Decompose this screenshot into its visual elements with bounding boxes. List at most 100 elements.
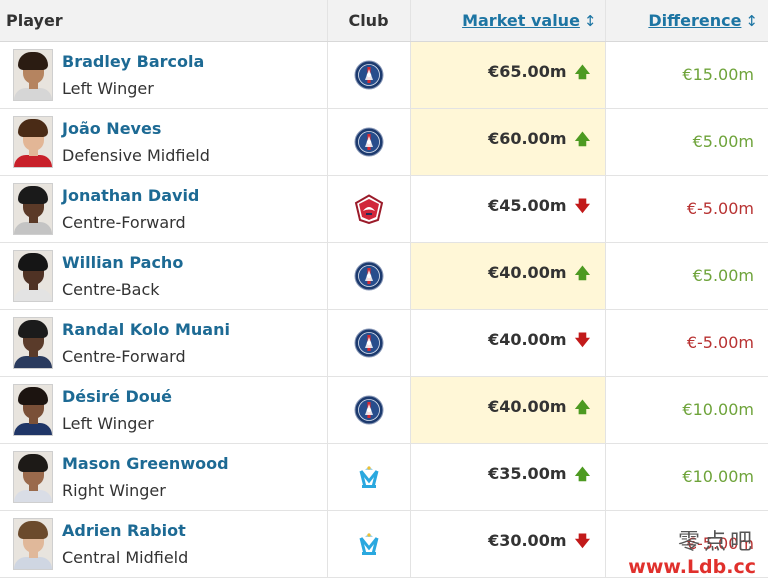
player-cell: João Neves Defensive Midfield [0, 108, 328, 176]
arrow-down-icon: 🡇 [574, 197, 591, 215]
player-photo[interactable] [13, 316, 53, 369]
difference-cell: €-5.00m [605, 175, 768, 243]
player-name-link[interactable]: Randal Kolo Muani [62, 319, 230, 339]
player-cell: Désiré Doué Left Winger [0, 376, 328, 444]
club-cell [327, 41, 411, 109]
difference-cell: €10.00m [605, 376, 768, 444]
table-row: Jonathan David Centre-Forward €45.00m 🡇 €-5.… [0, 175, 768, 243]
player-photo[interactable] [13, 182, 53, 235]
market-value-cell: €40.00m 🡅 [410, 376, 606, 444]
player-cell: Willian Pacho Centre-Back [0, 242, 328, 310]
difference-value: €-5.00m [686, 534, 754, 553]
player-position: Left Winger [62, 78, 154, 98]
club-cell [327, 510, 411, 578]
player-position: Left Winger [62, 413, 154, 433]
arrow-down-icon: 🡇 [574, 532, 591, 550]
club-cell [327, 108, 411, 176]
table-row: Désiré Doué Left Winger €40.00m 🡅 €10.00m [0, 376, 768, 444]
difference-cell: €10.00m [605, 443, 768, 511]
player-name-link[interactable]: Willian Pacho [62, 252, 184, 272]
psg-crest-icon[interactable] [354, 328, 384, 357]
arrow-up-icon: 🡅 [574, 63, 591, 81]
difference-value: €10.00m [682, 400, 754, 419]
table-row: João Neves Defensive Midfield €60.00m 🡅 €5.0… [0, 108, 768, 176]
market-value-column-header[interactable]: Market value ↕ [410, 0, 606, 42]
market-value-cell: €40.00m 🡇 [410, 309, 606, 377]
difference-value: €10.00m [682, 467, 754, 486]
club-cell [327, 376, 411, 444]
lille-crest-icon[interactable] [354, 193, 384, 224]
difference-value: €-5.00m [686, 333, 754, 352]
player-column-header: Player [0, 0, 328, 42]
player-photo[interactable] [13, 249, 53, 302]
player-cell: Bradley Barcola Left Winger [0, 41, 328, 109]
market-value: €40.00m [488, 330, 567, 349]
difference-column-header[interactable]: Difference ↕ [605, 0, 768, 42]
difference-value: €-5.00m [686, 199, 754, 218]
psg-crest-icon[interactable] [354, 395, 384, 424]
marseille-crest-icon[interactable] [354, 532, 384, 555]
player-name-link[interactable]: Jonathan David [62, 185, 200, 205]
player-header-label: Player [6, 10, 63, 30]
table-row: Bradley Barcola Left Winger €65.00m 🡅 €15.00… [0, 41, 768, 109]
arrow-up-icon: 🡅 [574, 130, 591, 148]
arrow-down-icon: 🡇 [574, 331, 591, 349]
player-position: Defensive Midfield [62, 145, 210, 165]
table-row: Mason Greenwood Right Winger €35.00m 🡅 €10.0… [0, 443, 768, 511]
player-name-link[interactable]: Désiré Doué [62, 386, 172, 406]
club-cell [327, 309, 411, 377]
club-cell [327, 175, 411, 243]
club-header-label: Club [348, 10, 389, 30]
player-cell: Mason Greenwood Right Winger [0, 443, 328, 511]
market-value: €35.00m [488, 464, 567, 483]
marseille-crest-icon[interactable] [354, 465, 384, 488]
player-position: Right Winger [62, 480, 166, 500]
player-cell: Jonathan David Centre-Forward [0, 175, 328, 243]
player-photo[interactable] [13, 48, 53, 101]
psg-crest-icon[interactable] [354, 60, 384, 89]
player-photo[interactable] [13, 517, 53, 570]
difference-cell: €-5.00m [605, 510, 768, 578]
player-name-link[interactable]: Adrien Rabiot [62, 520, 186, 540]
market-value: €65.00m [488, 62, 567, 81]
market-value: €30.00m [488, 531, 567, 550]
table-row: Randal Kolo Muani Centre-Forward €40.00m 🡇 €… [0, 309, 768, 377]
club-cell [327, 242, 411, 310]
player-name-link[interactable]: Bradley Barcola [62, 51, 205, 71]
sort-arrows-icon[interactable]: ↕ [583, 11, 597, 30]
market-value: €40.00m [488, 397, 567, 416]
market-value-cell: €40.00m 🡅 [410, 242, 606, 310]
psg-crest-icon[interactable] [354, 261, 384, 290]
player-name-link[interactable]: Mason Greenwood [62, 453, 229, 473]
arrow-up-icon: 🡅 [574, 465, 591, 483]
market-value: €40.00m [488, 263, 567, 282]
market-value: €60.00m [488, 129, 567, 148]
difference-value: €15.00m [682, 65, 754, 84]
player-photo[interactable] [13, 450, 53, 503]
market-value-sort-link[interactable]: Market value [462, 10, 580, 30]
table-header-row: Player Club Market value ↕ Difference ↕ [0, 0, 768, 42]
arrow-up-icon: 🡅 [574, 398, 591, 416]
player-photo[interactable] [13, 115, 53, 168]
difference-cell: €15.00m [605, 41, 768, 109]
club-column-header: Club [327, 0, 411, 42]
player-photo[interactable] [13, 383, 53, 436]
table-row: Willian Pacho Centre-Back €40.00m 🡅 €5.00m [0, 242, 768, 310]
sort-arrows-icon[interactable]: ↕ [745, 11, 758, 30]
player-cell: Adrien Rabiot Central Midfield [0, 510, 328, 578]
market-value: €45.00m [488, 196, 567, 215]
market-value-cell: €35.00m 🡅 [410, 443, 606, 511]
club-cell [327, 443, 411, 511]
psg-crest-icon[interactable] [354, 127, 384, 156]
arrow-up-icon: 🡅 [574, 264, 591, 282]
difference-value: €5.00m [692, 266, 754, 285]
market-value-cell: €60.00m 🡅 [410, 108, 606, 176]
market-value-cell: €65.00m 🡅 [410, 41, 606, 109]
player-position: Centre-Back [62, 279, 160, 299]
player-name-link[interactable]: João Neves [62, 118, 162, 138]
player-position: Centre-Forward [62, 346, 186, 366]
difference-sort-link[interactable]: Difference [648, 10, 742, 30]
difference-cell: €5.00m [605, 242, 768, 310]
difference-cell: €-5.00m [605, 309, 768, 377]
